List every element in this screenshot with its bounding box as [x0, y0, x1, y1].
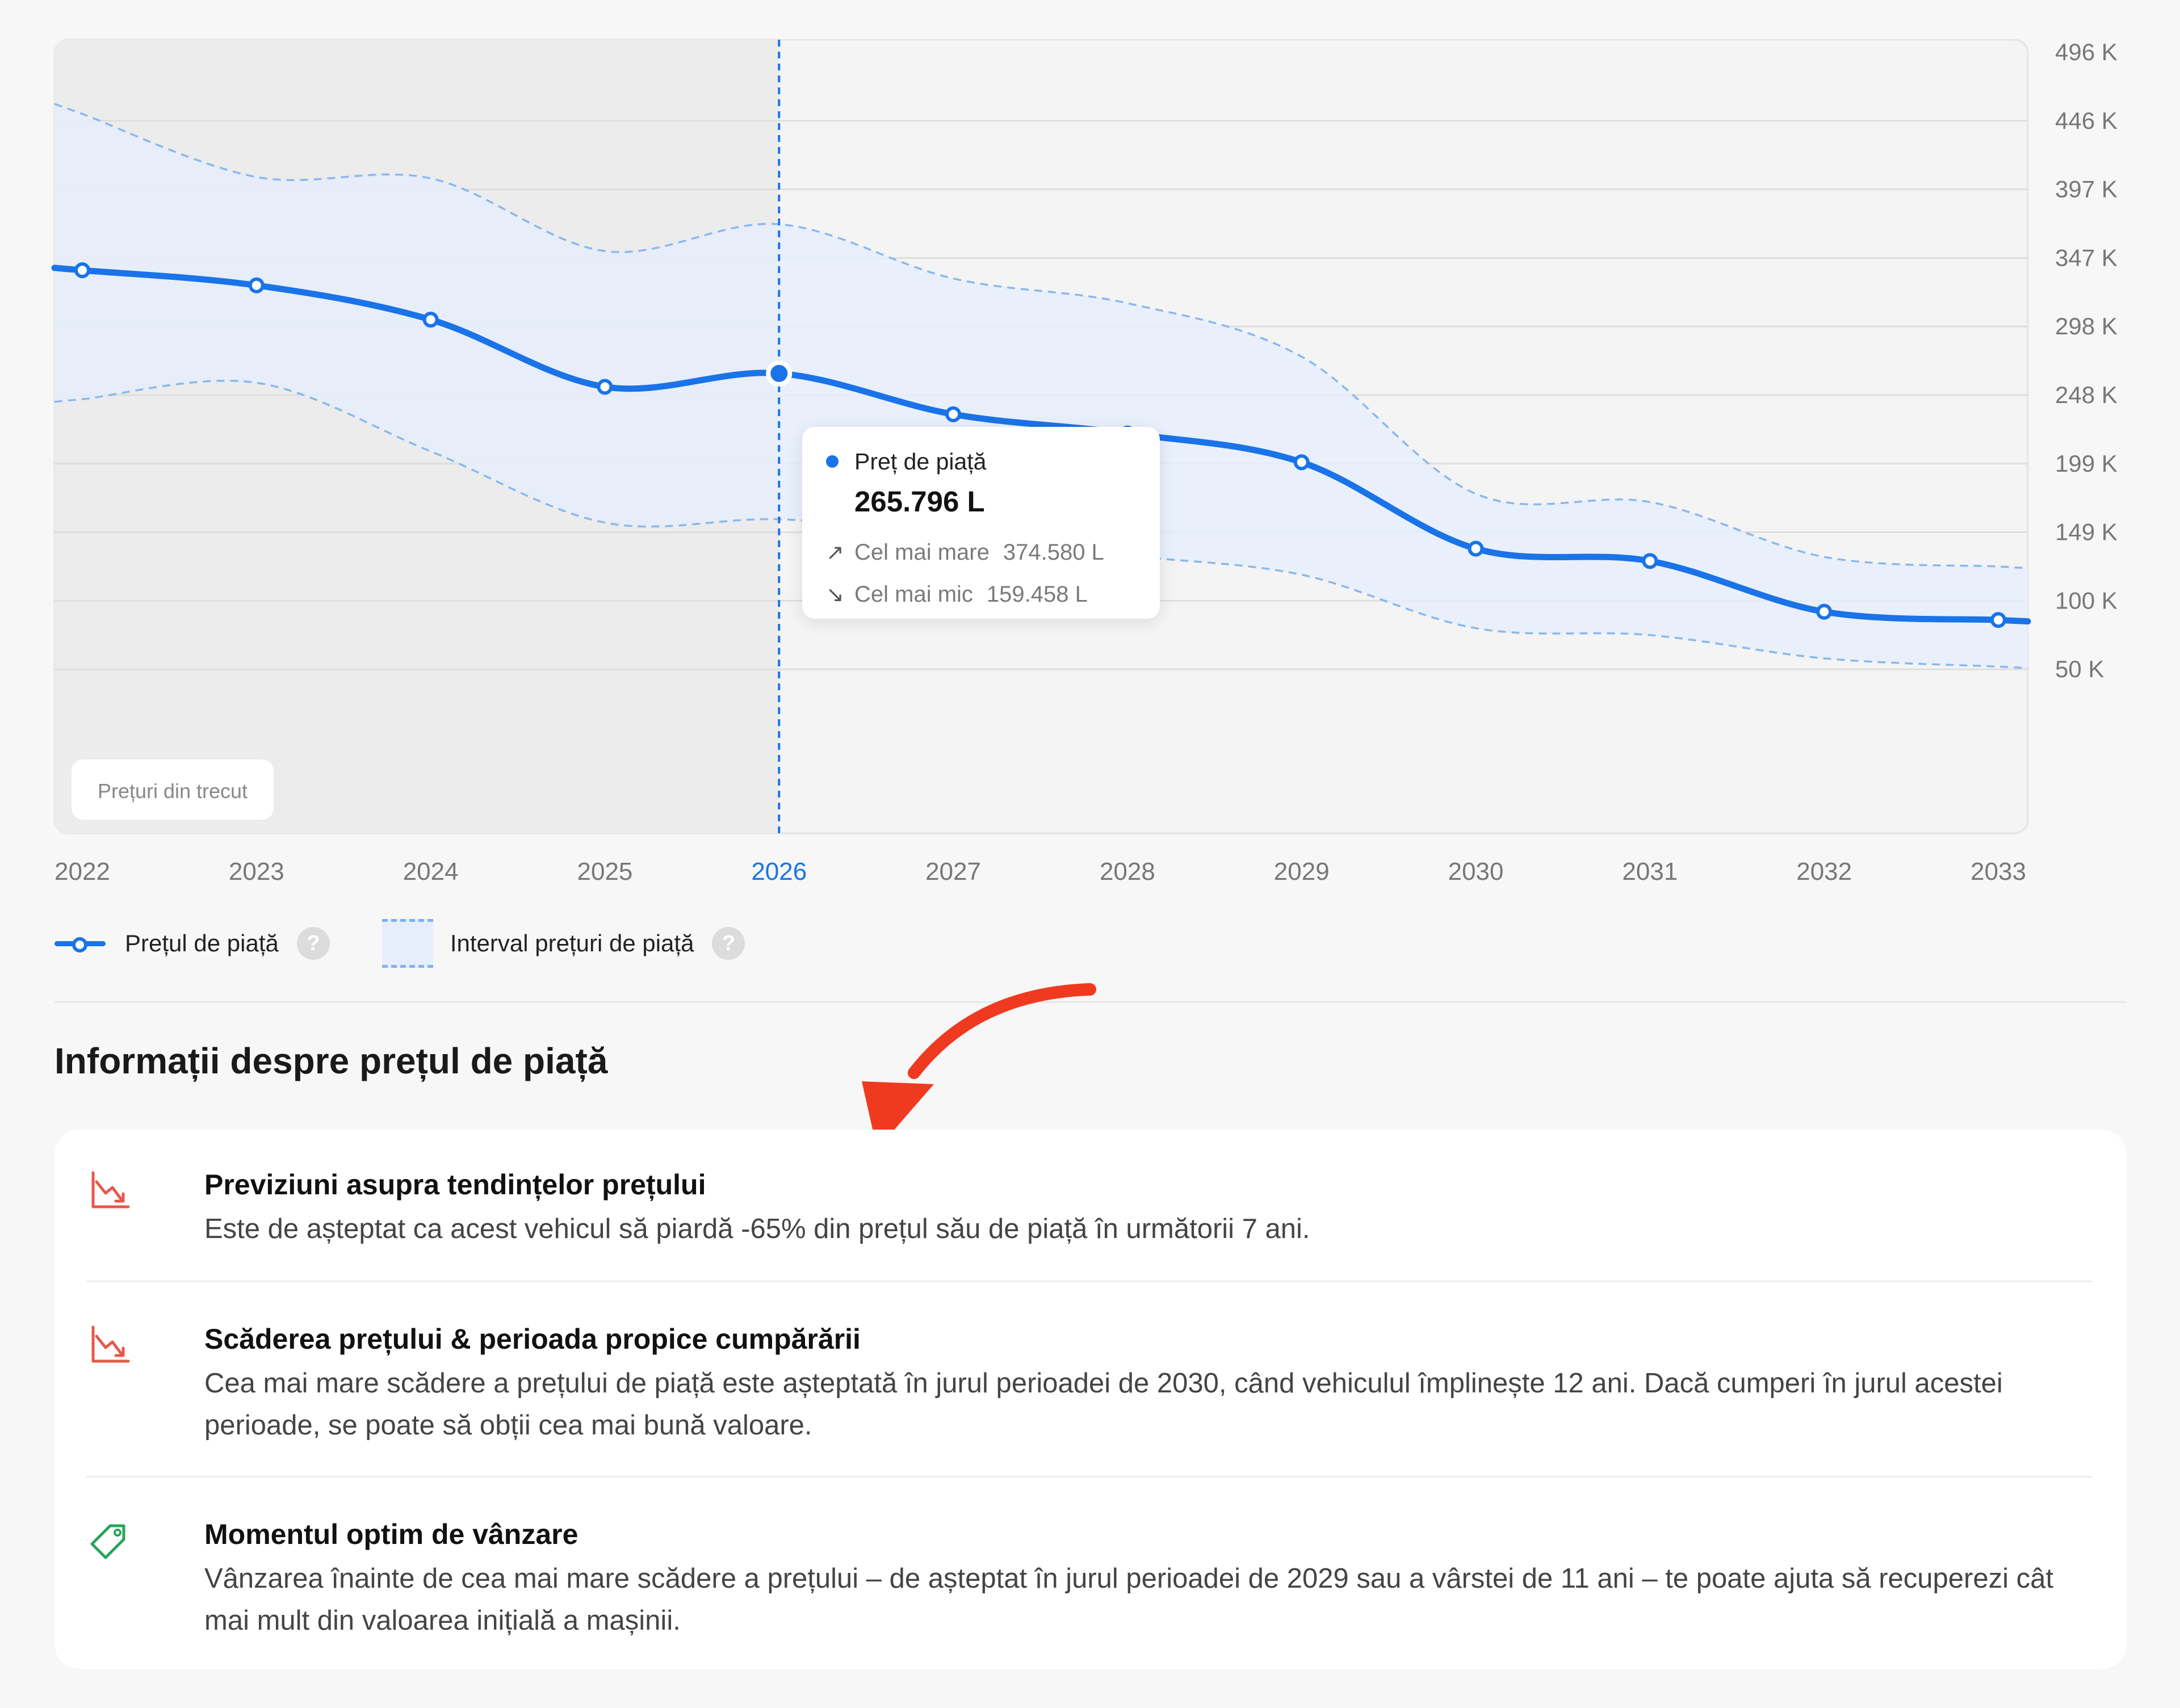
x-tick-label: 2032	[1796, 858, 1852, 886]
y-tick-label: 248 K	[2055, 381, 2118, 408]
x-tick-label: 2023	[229, 858, 284, 886]
insight-divider	[86, 1281, 2091, 1282]
y-tick-label: 149 K	[2055, 519, 2118, 545]
insight-title: Scăderea prețului & perioada propice cum…	[204, 1323, 861, 1355]
section-title: Informații despre prețul de piață	[54, 1040, 608, 1081]
insight-body: Cea mai mare scădere a prețului de piață…	[204, 1368, 2003, 1441]
arrow-up-right-icon: ↗	[826, 540, 844, 565]
price-line	[51, 265, 2031, 625]
band-upper-line	[54, 103, 2028, 569]
help-icon[interactable]: ?	[712, 927, 745, 960]
tooltip-series-label: Preț de piață	[854, 448, 987, 475]
tooltip-low-value: 159.458 L	[986, 581, 1088, 607]
y-tick-label: 347 K	[2055, 244, 2118, 271]
price-tag-icon	[90, 1524, 125, 1559]
data-point	[1990, 612, 2006, 628]
chart-tooltip: Preț de piață 265.796 L ↗ Cel mai mare 3…	[802, 427, 1160, 619]
insight-body: Vânzarea înainte de cea mai mare scădere…	[204, 1563, 2053, 1636]
data-point	[1468, 540, 1484, 557]
insight-divider	[86, 1476, 2091, 1478]
tooltip-value: 265.796 L	[854, 485, 985, 518]
data-point	[1293, 454, 1310, 471]
arrow-down-right-icon: ↘	[826, 582, 844, 607]
tooltip-series-dot	[826, 455, 839, 468]
data-point	[1642, 553, 1658, 569]
y-tick-label: 298 K	[2055, 313, 2118, 339]
past-prices-badge	[72, 759, 274, 820]
data-point	[74, 262, 90, 279]
insight-body: Este de așteptat ca acest vehicul să pia…	[204, 1214, 1310, 1244]
legend-band-label: Interval prețuri de piață	[450, 930, 694, 956]
trend-down-icon	[91, 1171, 130, 1208]
x-tick-label: 2025	[577, 858, 633, 886]
y-tick-label: 397 K	[2055, 176, 2118, 203]
insight-title: Momentul optim de vânzare	[204, 1518, 578, 1550]
x-tick-label: 2022	[54, 858, 110, 886]
x-tick-label: 2033	[1971, 858, 2026, 886]
data-point	[248, 277, 265, 293]
trend-down-icon	[91, 1325, 130, 1363]
past-prices-label: Prețuri din trecut	[98, 779, 248, 803]
help-icon[interactable]: ?	[296, 927, 330, 960]
chart-legend: Prețul de piață ? Interval prețuri de pi…	[54, 915, 797, 972]
section-divider	[54, 1001, 2127, 1003]
data-point	[766, 360, 793, 387]
data-point	[422, 312, 439, 328]
tooltip-high-label: Cel mai mare	[854, 539, 990, 565]
y-tick-label: 199 K	[2055, 450, 2118, 477]
y-tick-label: 446 K	[2055, 107, 2118, 134]
legend-line-label: Prețul de piață	[125, 930, 279, 956]
tooltip-low-label: Cel mai mic	[854, 581, 973, 607]
y-tick-label: 496 K	[2055, 39, 2118, 65]
line-legend-icon	[54, 932, 106, 955]
x-tick-label: 2024	[403, 858, 459, 886]
data-point	[597, 379, 613, 395]
y-tick-label: 100 K	[2055, 587, 2118, 614]
tooltip-high-value: 374.580 L	[1003, 539, 1104, 565]
x-tick-label: 2029	[1274, 858, 1330, 886]
x-tick-label: 2030	[1448, 858, 1504, 886]
band-area	[54, 103, 2028, 668]
x-tick-label: 2031	[1622, 858, 1678, 886]
x-tick-label: 2028	[1100, 858, 1155, 886]
data-point	[945, 406, 962, 422]
insights-card: Previziuni asupra tendințelor prețului E…	[54, 1130, 2127, 1669]
band-legend-icon	[382, 919, 433, 968]
x-tick-label: 2027	[925, 858, 981, 886]
x-tick-label: 2026	[751, 858, 807, 886]
insight-title: Previziuni asupra tendințelor prețului	[204, 1169, 706, 1201]
data-point	[1816, 603, 1833, 620]
y-tick-label: 50 K	[2055, 656, 2104, 682]
